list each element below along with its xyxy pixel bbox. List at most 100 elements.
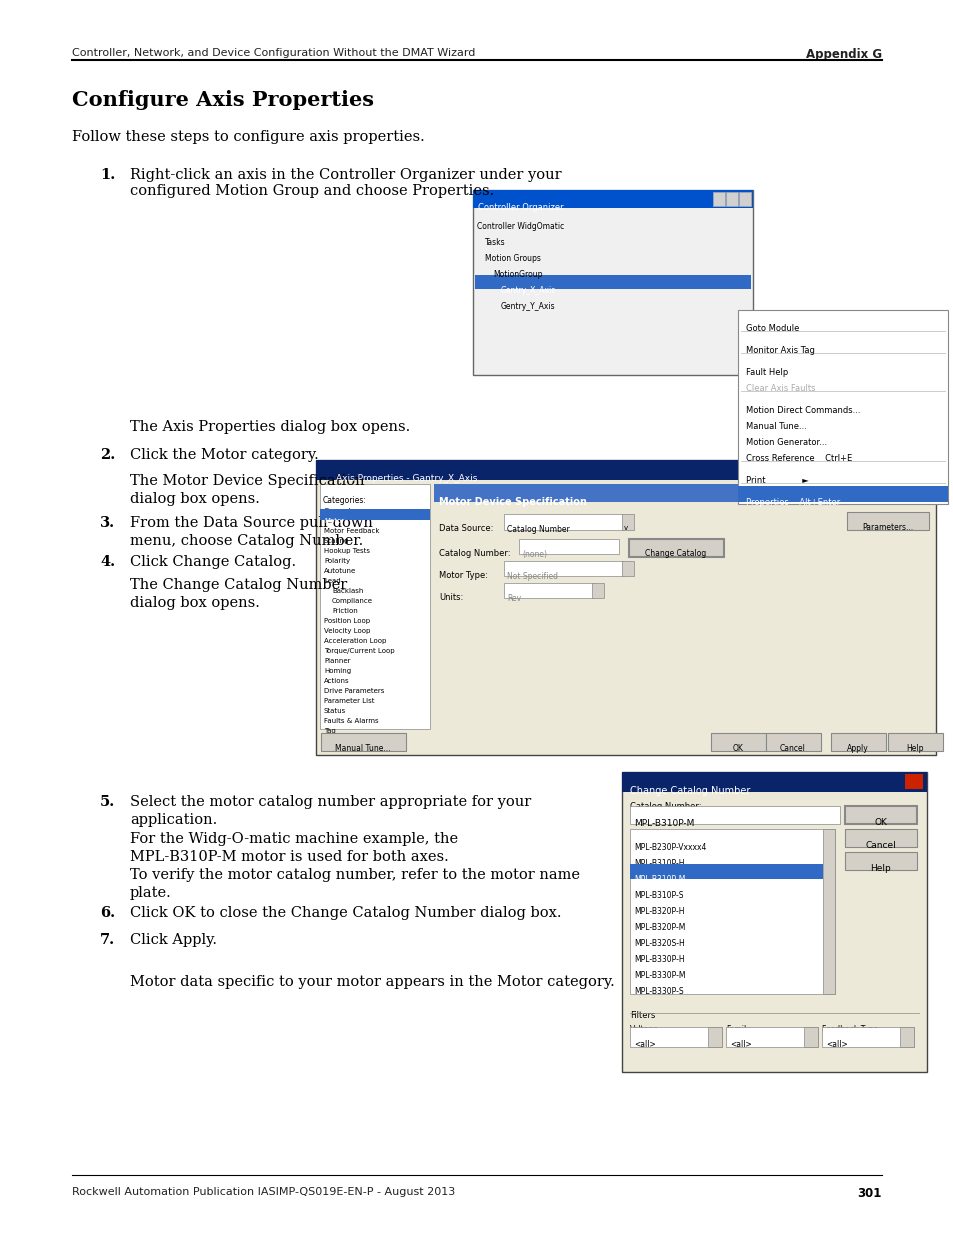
Text: 3.: 3. xyxy=(100,516,115,530)
Text: Homing: Homing xyxy=(324,668,351,674)
FancyBboxPatch shape xyxy=(629,829,834,994)
FancyBboxPatch shape xyxy=(803,1028,817,1047)
Text: Select the motor catalog number appropriate for your
application.: Select the motor catalog number appropri… xyxy=(130,795,531,827)
Text: MPL-B310P-M: MPL-B310P-M xyxy=(634,876,684,884)
Text: Not Specified: Not Specified xyxy=(506,572,558,580)
Text: Faults & Alarms: Faults & Alarms xyxy=(324,718,378,724)
FancyBboxPatch shape xyxy=(319,509,430,520)
Text: Click the Motor category.: Click the Motor category. xyxy=(130,448,318,462)
FancyBboxPatch shape xyxy=(707,1028,721,1047)
FancyBboxPatch shape xyxy=(821,1028,913,1047)
Text: General: General xyxy=(324,508,351,514)
Text: Rockwell Automation Publication IASIMP-QS019E-EN-P - August 2013: Rockwell Automation Publication IASIMP-Q… xyxy=(71,1187,455,1197)
Text: Print              ►: Print ► xyxy=(745,475,808,485)
Text: MPL-B230P-Vxxxx4: MPL-B230P-Vxxxx4 xyxy=(634,844,705,852)
Text: Click Apply.: Click Apply. xyxy=(130,932,216,947)
Text: Parameters...: Parameters... xyxy=(862,522,913,532)
Text: MPL-B310P-S: MPL-B310P-S xyxy=(634,890,682,900)
FancyBboxPatch shape xyxy=(629,864,822,879)
FancyBboxPatch shape xyxy=(887,463,899,477)
Text: <all>: <all> xyxy=(729,1040,751,1049)
Text: Position Loop: Position Loop xyxy=(324,618,370,624)
FancyBboxPatch shape xyxy=(629,806,840,824)
FancyBboxPatch shape xyxy=(629,1028,721,1047)
Text: MPL-B310P-M: MPL-B310P-M xyxy=(634,819,694,827)
Text: Voltage: Voltage xyxy=(629,1025,659,1034)
Text: 301: 301 xyxy=(857,1187,882,1200)
Text: Parameter List: Parameter List xyxy=(324,698,375,704)
Text: Filters: Filters xyxy=(629,1011,655,1020)
Text: Motor Feedback: Motor Feedback xyxy=(324,529,379,534)
Text: MPL-B310P-H: MPL-B310P-H xyxy=(634,860,684,868)
Text: Velocity Loop: Velocity Loop xyxy=(324,629,370,634)
Text: Help: Help xyxy=(870,864,890,873)
FancyBboxPatch shape xyxy=(712,191,724,206)
FancyBboxPatch shape xyxy=(739,191,750,206)
Text: Controller Organizer: Controller Organizer xyxy=(477,203,563,212)
FancyBboxPatch shape xyxy=(475,275,750,289)
FancyBboxPatch shape xyxy=(844,852,916,869)
Text: Feedback Type: Feedback Type xyxy=(821,1025,878,1034)
FancyBboxPatch shape xyxy=(473,190,752,207)
Text: Clear Axis Faults: Clear Axis Faults xyxy=(745,384,815,393)
Text: Friction: Friction xyxy=(332,608,357,614)
Text: Motion Groups: Motion Groups xyxy=(484,254,540,263)
Text: 2.: 2. xyxy=(100,448,115,462)
Text: Polarity: Polarity xyxy=(324,558,350,564)
Text: MPL-B330P-H: MPL-B330P-H xyxy=(634,955,684,965)
Text: MotionGroup: MotionGroup xyxy=(493,270,542,279)
FancyBboxPatch shape xyxy=(904,774,923,789)
Text: Motor data specific to your motor appears in the Motor category.: Motor data specific to your motor appear… xyxy=(130,974,614,989)
Text: Configure Axis Properties: Configure Axis Properties xyxy=(71,90,374,110)
Text: Cross Reference    Ctrl+E: Cross Reference Ctrl+E xyxy=(745,454,851,463)
Text: Motor: Motor xyxy=(324,517,344,524)
Text: <all>: <all> xyxy=(825,1040,847,1049)
Text: Rev: Rev xyxy=(506,594,520,603)
FancyBboxPatch shape xyxy=(621,514,634,530)
Text: Motion Direct Commands...: Motion Direct Commands... xyxy=(745,406,860,415)
Text: Actions: Actions xyxy=(324,678,349,684)
Text: Axis Properties - Gantry_X_Axis: Axis Properties - Gantry_X_Axis xyxy=(335,474,476,483)
Text: Compliance: Compliance xyxy=(332,598,373,604)
FancyBboxPatch shape xyxy=(319,484,430,729)
Text: Units:: Units: xyxy=(438,593,463,601)
FancyBboxPatch shape xyxy=(822,829,834,994)
Text: Categories:: Categories: xyxy=(323,496,367,505)
Text: Click OK to close the Change Catalog Number dialog box.: Click OK to close the Change Catalog Num… xyxy=(130,906,561,920)
Text: v: v xyxy=(623,525,627,531)
Text: Catalog Number: Catalog Number xyxy=(506,525,569,534)
FancyBboxPatch shape xyxy=(315,459,935,480)
Text: MPL-B320S-H: MPL-B320S-H xyxy=(634,939,684,948)
Text: Catalog Number:: Catalog Number: xyxy=(438,550,510,558)
Text: Motor Device Specification: Motor Device Specification xyxy=(438,496,586,508)
FancyBboxPatch shape xyxy=(434,484,931,501)
Text: Apply: Apply xyxy=(846,743,868,753)
FancyBboxPatch shape xyxy=(621,772,926,792)
Text: To verify the motor catalog number, refer to the motor name
plate.: To verify the motor catalog number, refe… xyxy=(130,868,579,900)
Text: 6.: 6. xyxy=(100,906,115,920)
FancyBboxPatch shape xyxy=(628,538,723,557)
Text: Tasks: Tasks xyxy=(484,238,505,247)
FancyBboxPatch shape xyxy=(844,829,916,847)
FancyBboxPatch shape xyxy=(503,561,623,576)
FancyBboxPatch shape xyxy=(738,310,947,504)
Text: MPL-B330P-M: MPL-B330P-M xyxy=(634,971,685,981)
FancyBboxPatch shape xyxy=(315,459,935,755)
Text: MPL-B320P-M: MPL-B320P-M xyxy=(634,923,684,932)
Text: Data Source:: Data Source: xyxy=(438,524,493,534)
Text: Fault Help: Fault Help xyxy=(745,368,787,377)
FancyBboxPatch shape xyxy=(503,583,594,598)
Text: Planner: Planner xyxy=(324,658,350,664)
Text: Controller WidgOmatic: Controller WidgOmatic xyxy=(476,222,563,231)
FancyBboxPatch shape xyxy=(765,734,821,751)
FancyBboxPatch shape xyxy=(621,772,926,1072)
Text: Autotune: Autotune xyxy=(324,568,355,574)
FancyBboxPatch shape xyxy=(887,734,942,751)
Text: Backlash: Backlash xyxy=(332,588,363,594)
Text: 7.: 7. xyxy=(100,932,115,947)
Text: MPL-B320P-H: MPL-B320P-H xyxy=(634,906,684,916)
FancyBboxPatch shape xyxy=(738,487,947,501)
Text: Controller, Network, and Device Configuration Without the DMAT Wizard: Controller, Network, and Device Configur… xyxy=(71,48,475,58)
Text: MPL-B330P-S: MPL-B330P-S xyxy=(634,987,683,995)
Text: (none): (none) xyxy=(521,550,546,559)
